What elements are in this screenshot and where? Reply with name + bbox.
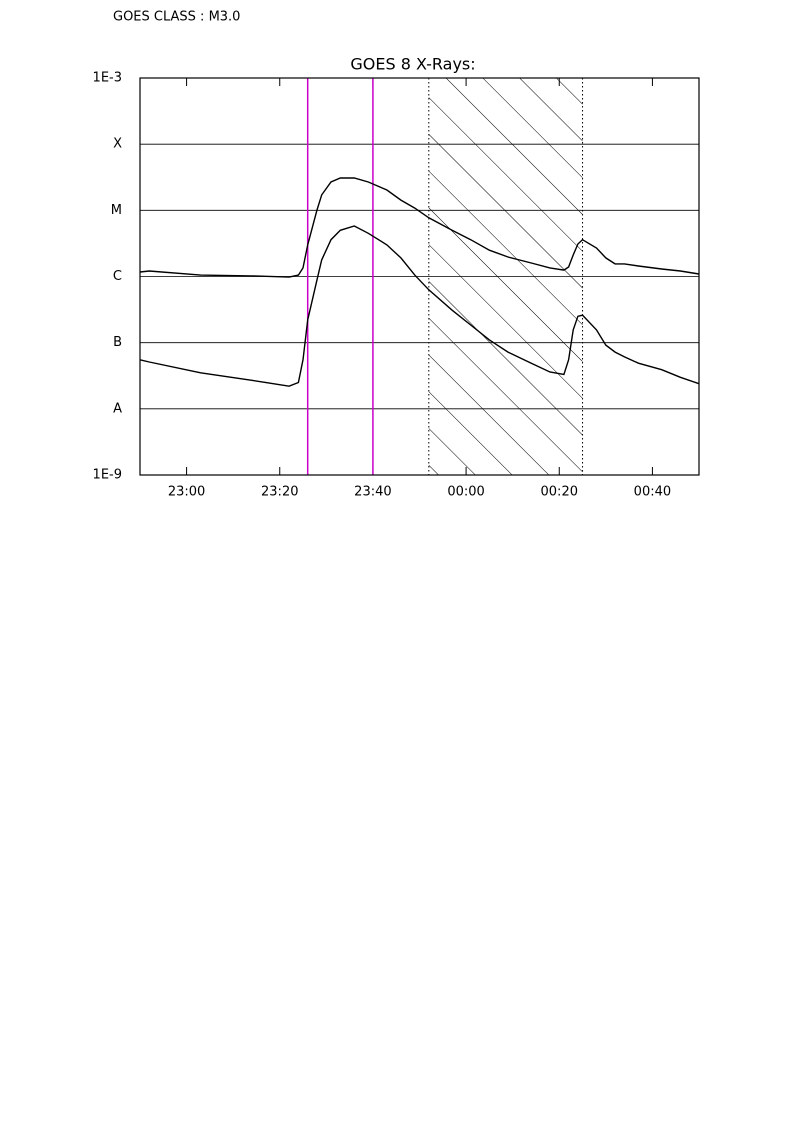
y-tick-label: C [113, 269, 122, 284]
x-tick-label: 23:00 [168, 485, 205, 500]
x-tick-label: 23:40 [354, 485, 391, 500]
x-tick-label: 00:20 [541, 485, 578, 500]
x-tick-label: 00:00 [447, 485, 484, 500]
flux-line [139, 225, 700, 387]
x-tick-label: 23:20 [261, 485, 298, 500]
plot-frame [139, 77, 700, 476]
annotation: GOES CLASS : M3.0 [113, 10, 240, 25]
chart-title: GOES 8 X-Rays: [350, 55, 475, 74]
y-tick-label: 1E-3 [93, 71, 122, 86]
y-tick-label: A [113, 401, 122, 416]
flux-line [139, 177, 700, 278]
y-tick-label: 1E-9 [93, 468, 122, 483]
plot: 1E-9 A B C M X 1E-3 23:00 23:20 23:40 00:00 00:20 00… [93, 71, 700, 500]
y-tick-label: B [113, 335, 122, 350]
y-tick-label: M [111, 203, 122, 218]
x-tick-label: 00:40 [634, 485, 671, 500]
y-tick-label: X [113, 137, 122, 152]
